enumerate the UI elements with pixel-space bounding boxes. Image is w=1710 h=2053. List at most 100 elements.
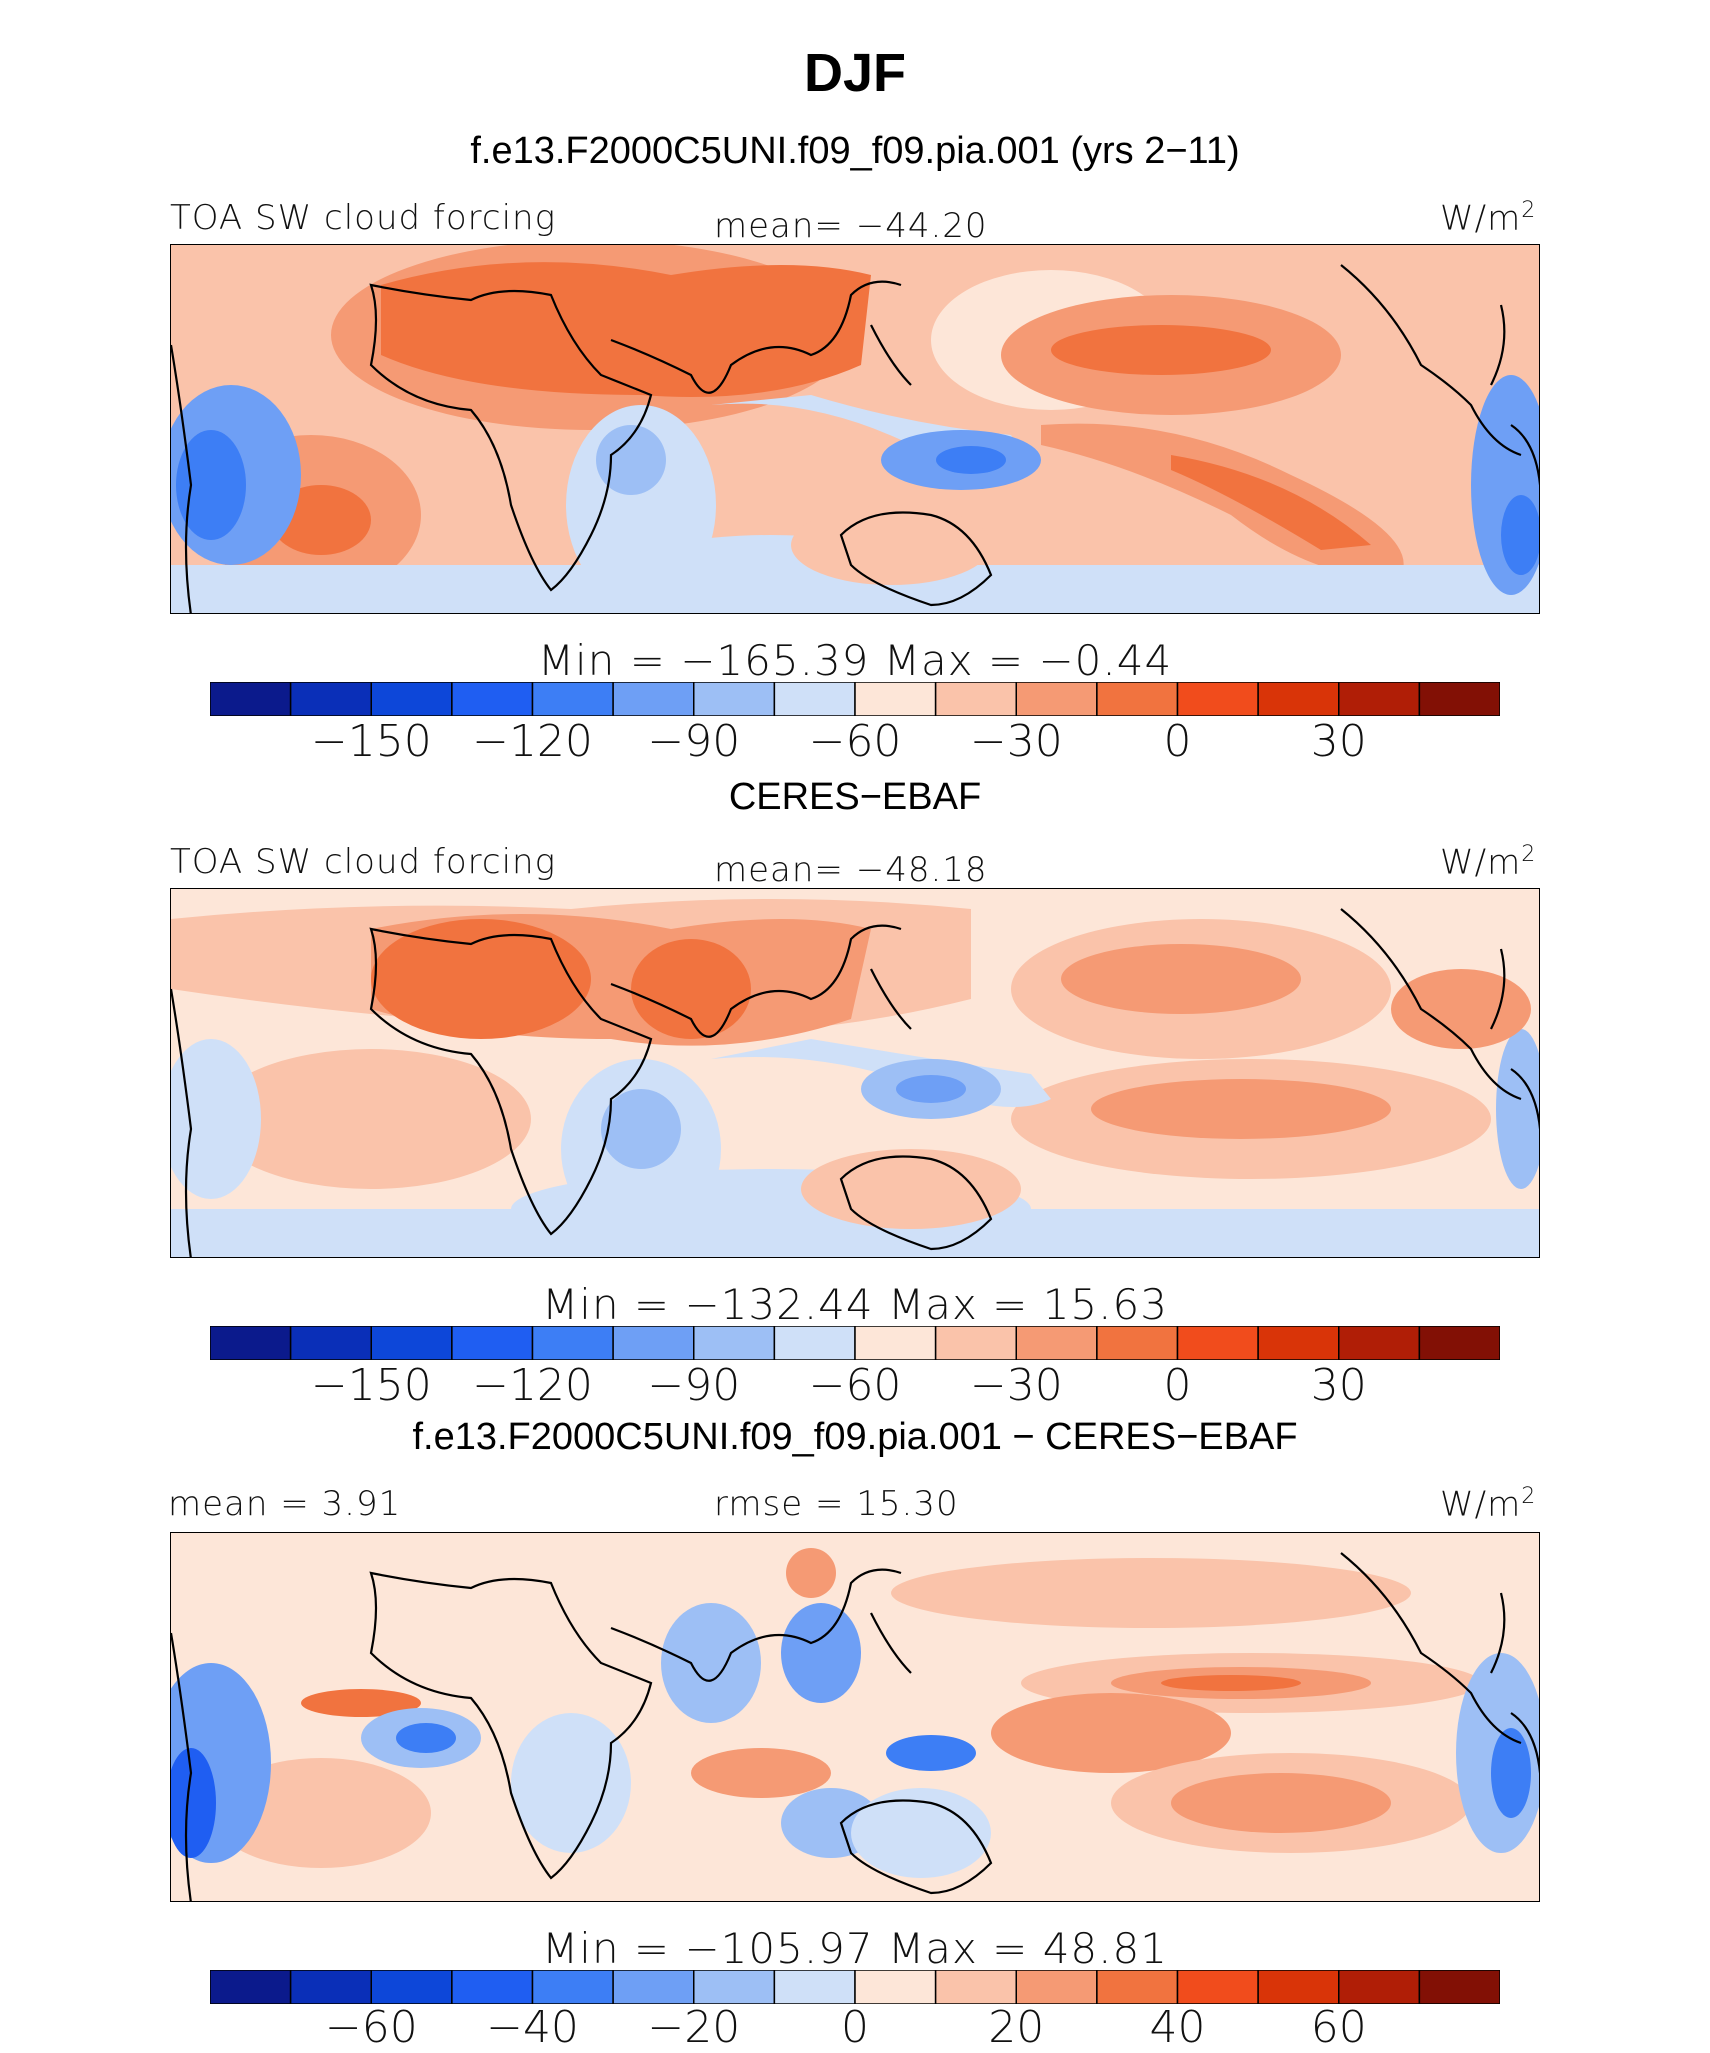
panel-3-colorbar bbox=[209, 1969, 1501, 2005]
panel-2-title: CERES−EBAF bbox=[728, 776, 982, 818]
colorbar-1-swatch-11 bbox=[1096, 681, 1179, 717]
panel-1-map bbox=[170, 244, 1540, 614]
colorbar-2-swatch-3 bbox=[451, 1325, 534, 1361]
colorbar-1-swatch-10 bbox=[1015, 681, 1098, 717]
colorbar-2-tick-label: −90 bbox=[647, 1360, 741, 1411]
colorbar-1-tick-label: 30 bbox=[1310, 716, 1367, 767]
colorbar-2-tick-label: 30 bbox=[1310, 1360, 1367, 1411]
panel-1-mean-label: mean= −44.20 bbox=[714, 206, 988, 246]
colorbar-1-swatch-14 bbox=[1338, 681, 1421, 717]
panel-3-units-label: W/m2 bbox=[1440, 1484, 1537, 1525]
colorbar-2-swatch-2 bbox=[370, 1325, 453, 1361]
panel-3-mean-label: mean = 3.91 bbox=[168, 1484, 402, 1524]
colorbar-2-swatch-4 bbox=[531, 1325, 614, 1361]
colorbar-3-swatch-2 bbox=[370, 1969, 453, 2005]
colorbar-1-swatch-0 bbox=[209, 681, 292, 717]
colorbar-3-swatch-3 bbox=[451, 1969, 534, 2005]
colorbar-1-tick-label: −30 bbox=[969, 716, 1063, 767]
colorbar-3-swatch-1 bbox=[289, 1969, 373, 2005]
colorbar-3-tick-label: −40 bbox=[486, 2002, 579, 2053]
colorbar-2-swatch-5 bbox=[612, 1325, 695, 1361]
colorbar-3-tick-label: 40 bbox=[1149, 2002, 1206, 2053]
panel-3-rmse-label: rmse = 15.30 bbox=[714, 1484, 959, 1524]
colorbar-2-swatch-10 bbox=[1015, 1325, 1098, 1361]
colorbar-3-swatch-10 bbox=[1015, 1969, 1098, 2005]
colorbar-2-swatch-9 bbox=[934, 1325, 1018, 1361]
panel-2-colorbar-ticks: −150 −120 −90 −60 −30 0 30 bbox=[210, 1360, 1500, 1420]
panel-1-map-svg bbox=[171, 245, 1539, 613]
colorbar-3-swatch-4 bbox=[531, 1969, 614, 2005]
colorbar-3-swatch-15 bbox=[1418, 1969, 1501, 2005]
colorbar-1-swatch-13 bbox=[1257, 681, 1340, 717]
colorbar-2-swatch-11 bbox=[1096, 1325, 1179, 1361]
panel-1-colorbar-ticks: −150 −120 −90 −60 −30 0 30 bbox=[210, 716, 1500, 776]
colorbar-1-swatch-1 bbox=[289, 681, 373, 717]
colorbar-2-swatch-6 bbox=[693, 1325, 776, 1361]
colorbar-3-tick-label: 0 bbox=[841, 2002, 869, 2053]
colorbar-2-tick-label: −60 bbox=[808, 1360, 902, 1411]
colorbar-2-tick-label: −150 bbox=[310, 1360, 432, 1411]
colorbar-3-swatch-7 bbox=[773, 1969, 856, 2005]
colorbar-3-tick-label: 60 bbox=[1310, 2002, 1367, 2053]
panel-1-units-label: W/m2 bbox=[1440, 198, 1537, 239]
colorbar-2-swatch-8 bbox=[854, 1325, 937, 1361]
panel-3-min-max: Min = −105.97 Max = 48.81 bbox=[542, 1924, 1168, 1973]
colorbar-1-swatch-5 bbox=[612, 681, 695, 717]
colorbar-3-tick-label: −60 bbox=[324, 2002, 418, 2053]
figure-title: DJF bbox=[803, 43, 906, 103]
panel-2-colorbar-svg bbox=[209, 1325, 1501, 1361]
colorbar-1-tick-label: −150 bbox=[310, 716, 432, 767]
panel-1-variable-label: TOA SW cloud forcing bbox=[170, 198, 556, 238]
colorbar-3-swatch-5 bbox=[612, 1969, 695, 2005]
colorbar-3-swatch-9 bbox=[934, 1969, 1018, 2005]
colorbar-1-swatch-6 bbox=[693, 681, 776, 717]
colorbar-2-swatch-15 bbox=[1418, 1325, 1501, 1361]
colorbar-1-swatch-4 bbox=[531, 681, 614, 717]
colorbar-2-swatch-7 bbox=[773, 1325, 856, 1361]
colorbar-3-swatch-13 bbox=[1257, 1969, 1340, 2005]
colorbar-1-tick-label: −60 bbox=[808, 716, 902, 767]
panel-3-map-svg bbox=[171, 1533, 1539, 1901]
colorbar-3-swatch-0 bbox=[209, 1969, 292, 2005]
colorbar-2-tick-label: −30 bbox=[969, 1360, 1063, 1411]
colorbar-1-swatch-9 bbox=[934, 681, 1018, 717]
colorbar-2-swatch-12 bbox=[1176, 1325, 1259, 1361]
panel-2-units-label: W/m2 bbox=[1440, 842, 1537, 883]
colorbar-1-swatch-12 bbox=[1176, 681, 1259, 717]
panel-2-map bbox=[170, 888, 1540, 1258]
panel-2-map-svg bbox=[171, 889, 1539, 1257]
colorbar-3-swatch-14 bbox=[1338, 1969, 1421, 2005]
colorbar-2-tick-label: −120 bbox=[472, 1360, 593, 1411]
colorbar-2-swatch-0 bbox=[209, 1325, 292, 1361]
panel-3-title: f.e13.F2000C5UNI.f09_f09.pia.001 − CERES… bbox=[412, 1416, 1298, 1458]
panel-2-mean-label: mean= −48.18 bbox=[714, 850, 988, 890]
panel-1-colorbar-svg bbox=[209, 681, 1501, 717]
colorbar-2-swatch-1 bbox=[289, 1325, 373, 1361]
colorbar-1-swatch-15 bbox=[1418, 681, 1501, 717]
colorbar-1-swatch-2 bbox=[370, 681, 453, 717]
panel-3-colorbar-svg bbox=[209, 1969, 1501, 2005]
colorbar-3-swatch-11 bbox=[1096, 1969, 1179, 2005]
colorbar-2-tick-label: 0 bbox=[1163, 1360, 1192, 1411]
panel-2-colorbar bbox=[209, 1325, 1501, 1361]
colorbar-1-swatch-3 bbox=[451, 681, 534, 717]
colorbar-3-tick-label: 20 bbox=[988, 2002, 1045, 2053]
colorbar-3-swatch-6 bbox=[693, 1969, 776, 2005]
panel-3-map bbox=[170, 1532, 1540, 1902]
colorbar-1-swatch-8 bbox=[854, 681, 937, 717]
colorbar-3-tick-label: −20 bbox=[647, 2002, 741, 2053]
panel-3-colorbar-ticks: −60 −40 −20 0 20 40 60 bbox=[210, 2002, 1500, 2053]
colorbar-1-tick-label: 0 bbox=[1163, 716, 1192, 767]
colorbar-1-tick-label: −120 bbox=[472, 716, 593, 767]
panel-1-colorbar bbox=[209, 681, 1501, 717]
colorbar-2-swatch-14 bbox=[1338, 1325, 1421, 1361]
colorbar-3-swatch-8 bbox=[854, 1969, 937, 2005]
panel-2-min-max: Min = −132.44 Max = 15.63 bbox=[542, 1280, 1168, 1329]
panel-1-min-max: Min = −165.39 Max = −0.44 bbox=[537, 636, 1173, 685]
panel-1-title: f.e13.F2000C5UNI.f09_f09.pia.001 (yrs 2−… bbox=[470, 130, 1240, 172]
colorbar-3-swatch-12 bbox=[1176, 1969, 1259, 2005]
panel-2-variable-label: TOA SW cloud forcing bbox=[170, 842, 556, 882]
colorbar-1-swatch-7 bbox=[773, 681, 856, 717]
colorbar-1-tick-label: −90 bbox=[647, 716, 741, 767]
colorbar-2-swatch-13 bbox=[1257, 1325, 1340, 1361]
